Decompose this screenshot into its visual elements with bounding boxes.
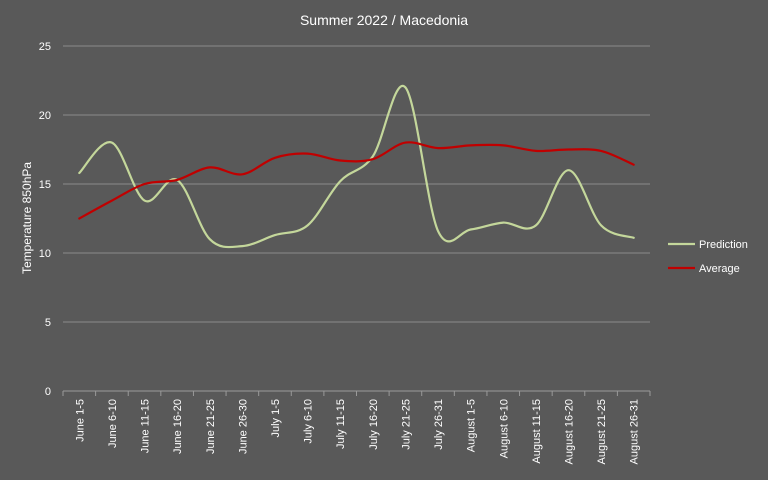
x-tick-label: July 1-5 [270, 399, 282, 438]
y-tick-label: 15 [39, 179, 51, 191]
y-tick-label: 25 [39, 41, 51, 53]
y-axis-title: Temperature 850hPa [20, 162, 34, 274]
legend-label-average: Average [699, 263, 740, 275]
x-tick-label: August 6-10 [498, 399, 510, 458]
series-lines [78, 84, 635, 249]
legend-label-prediction: Prediction [699, 239, 748, 251]
x-tick-label: July 21-25 [400, 399, 412, 450]
x-tick-label: August 16-20 [563, 399, 575, 464]
series-line-prediction [78, 84, 635, 249]
x-tick-label: June 1-5 [74, 399, 86, 442]
x-tick-label: August 1-5 [466, 399, 478, 452]
y-tick-labels: 0 5 10 15 20 25 [39, 41, 51, 398]
x-tick-label: June 6-10 [107, 399, 119, 448]
x-tick-labels: June 1-5 June 6-10 June 11-15 June 16-20 Jun… [62, 391, 651, 464]
x-tick-label: June 11-15 [140, 399, 152, 453]
x-tick-label: August 11-15 [531, 399, 543, 464]
x-tick-label: June 26-30 [237, 399, 249, 454]
x-tick-label: June 21-25 [205, 399, 217, 454]
y-tick-label: 0 [45, 386, 51, 398]
y-tick-label: 5 [45, 317, 51, 329]
series-line-average [78, 141, 635, 220]
x-tick-label: June 16-20 [172, 399, 184, 454]
grid-lines [63, 45, 650, 392]
x-tick-label: July 26-31 [433, 399, 445, 450]
legend: Prediction Average [668, 239, 748, 275]
x-tick-label: July 16-20 [368, 399, 380, 450]
y-tick-label: 20 [39, 110, 51, 122]
x-tick-label: August 26-31 [629, 399, 641, 464]
x-tick-label: August 21-25 [596, 399, 608, 464]
chart-title: Summer 2022 / Macedonia [300, 12, 468, 28]
x-tick-label: July 11-15 [335, 399, 347, 449]
y-tick-label: 10 [39, 248, 51, 260]
x-tick-label: July 6-10 [303, 399, 315, 444]
